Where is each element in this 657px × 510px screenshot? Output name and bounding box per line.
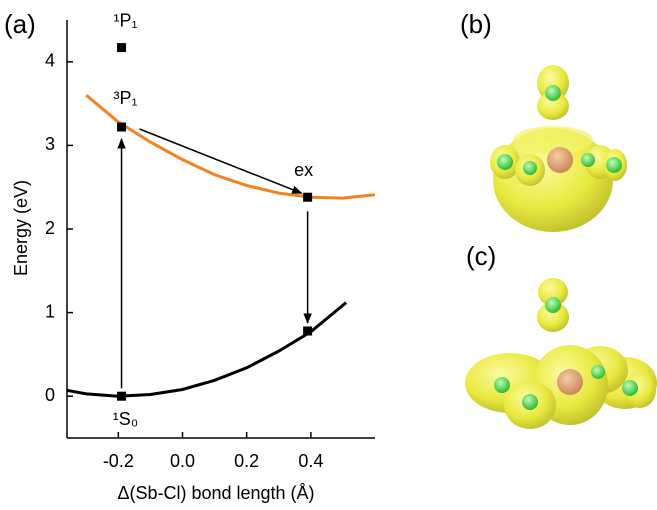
y-tick-label: 3 [45,134,55,154]
data-point [303,326,313,336]
curve [66,301,348,398]
orbital-b [490,65,627,232]
y-tick-label: 1 [45,301,55,321]
orbital-c [465,278,657,429]
data-point [117,391,127,401]
data-point [117,122,127,132]
y-axis-title: Energy (eV) [11,180,31,276]
x-tick-label: 0.4 [298,451,323,471]
x-tick-label: 0.2 [234,451,259,471]
point-label: ex [294,160,313,180]
y-tick-label: 4 [45,51,55,71]
point-label: ¹S₀ [113,409,138,429]
panel-label: (a) [4,9,36,39]
data-point [303,192,313,202]
curve [85,94,376,200]
panel-label: (c) [466,241,496,271]
y-tick-label: 2 [45,218,55,238]
arrow [139,128,303,194]
x-tick-label: 0.0 [170,451,195,471]
point-label: ¹P₁ [114,10,138,30]
y-tick-label: 0 [45,385,55,405]
data-point [117,43,127,53]
panel-label: (b) [460,9,492,39]
x-axis-title: Δ(Sb-Cl) bond length (Å) [117,483,314,503]
point-label: ³P₁ [114,88,138,108]
x-tick-label: -0.2 [103,451,134,471]
